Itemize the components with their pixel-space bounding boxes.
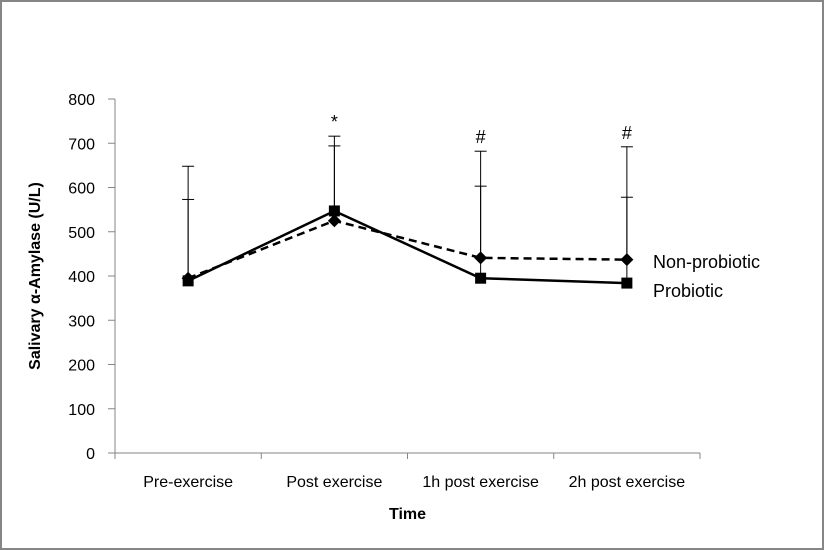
series-group: [181, 205, 634, 289]
legend: Non-probiotic Probiotic: [653, 252, 760, 301]
significance-marker: *: [331, 112, 338, 132]
significance-marker: #: [622, 123, 632, 143]
data-point-non-probiotic: [474, 251, 488, 265]
data-point-probiotic: [182, 275, 194, 287]
y-tick-label: 800: [68, 92, 95, 109]
legend-entry-non-probiotic: Non-probiotic: [653, 252, 760, 272]
y-tick-label: 700: [68, 136, 95, 153]
data-point-probiotic: [475, 272, 487, 284]
y-tick-label: 0: [86, 446, 95, 463]
series-line-non-probiotic: [187, 219, 627, 280]
data-point-probiotic: [328, 205, 340, 217]
data-point-non-probiotic: [620, 253, 634, 267]
y-tick-label: 600: [68, 181, 95, 198]
x-tick-label: Post exercise: [286, 474, 382, 491]
x-tick-label: 1h post exercise: [422, 474, 539, 491]
y-tick-label: 300: [68, 313, 95, 330]
x-tick-label: Pre-exercise: [143, 474, 233, 491]
data-point-non-probiotic: [327, 214, 341, 228]
x-ticks: Pre-exercise Post exercise 1h post exercis…: [114, 453, 701, 491]
y-ticks: 0 100 200 300 400 500 600 700 800: [68, 92, 115, 463]
x-tick-label: 2h post exercise: [569, 474, 686, 491]
annotations: * # #: [331, 112, 632, 147]
y-axis-title: Salivary α-Amylase (U/L): [27, 182, 44, 370]
significance-marker: #: [476, 127, 486, 147]
error-bars: [182, 135, 633, 284]
y-tick-label: 400: [68, 269, 95, 286]
y-tick-label: 200: [68, 358, 95, 375]
y-tick-label: 500: [68, 225, 95, 242]
axes: [114, 99, 700, 454]
data-point-probiotic: [621, 277, 633, 289]
x-axis-title: Time: [389, 506, 426, 523]
legend-entry-probiotic: Probiotic: [653, 281, 723, 301]
series-line-probiotic: [187, 209, 627, 285]
y-tick-label: 100: [68, 402, 95, 419]
